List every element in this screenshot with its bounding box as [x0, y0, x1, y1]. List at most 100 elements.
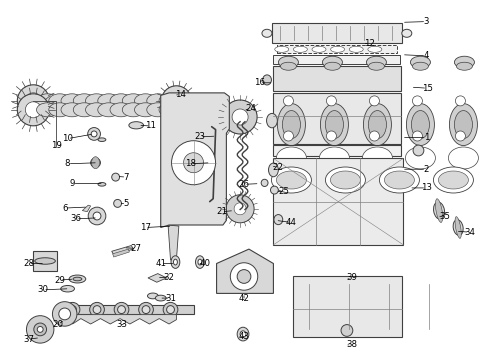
Ellipse shape — [270, 186, 278, 194]
Text: 41: 41 — [155, 259, 166, 268]
Text: 25: 25 — [279, 187, 290, 196]
Polygon shape — [212, 134, 220, 144]
Ellipse shape — [436, 199, 442, 222]
Text: 44: 44 — [286, 218, 297, 227]
Ellipse shape — [49, 94, 71, 108]
Ellipse shape — [61, 103, 83, 117]
Text: 24: 24 — [245, 104, 256, 112]
Text: 43: 43 — [239, 332, 249, 341]
Ellipse shape — [98, 138, 106, 141]
Text: 38: 38 — [346, 341, 357, 349]
Ellipse shape — [325, 167, 366, 193]
Text: 1: 1 — [423, 133, 429, 142]
Ellipse shape — [263, 75, 271, 85]
Ellipse shape — [402, 29, 412, 37]
Text: 26: 26 — [239, 180, 249, 189]
Ellipse shape — [92, 157, 99, 169]
Ellipse shape — [37, 94, 58, 108]
Bar — [273, 55, 400, 64]
Circle shape — [25, 93, 41, 109]
Ellipse shape — [363, 147, 392, 169]
Text: 23: 23 — [195, 132, 205, 141]
Text: 14: 14 — [175, 90, 186, 99]
Text: 18: 18 — [185, 159, 196, 168]
Ellipse shape — [275, 46, 289, 52]
Ellipse shape — [261, 179, 268, 186]
Polygon shape — [148, 274, 167, 282]
Text: 32: 32 — [164, 274, 174, 282]
Polygon shape — [73, 315, 176, 324]
Text: 31: 31 — [165, 294, 176, 302]
Ellipse shape — [122, 103, 144, 117]
Ellipse shape — [91, 158, 100, 167]
Text: 28: 28 — [23, 259, 34, 268]
Ellipse shape — [110, 94, 132, 108]
Circle shape — [230, 263, 258, 290]
Ellipse shape — [159, 103, 181, 117]
Circle shape — [455, 131, 466, 141]
Ellipse shape — [280, 62, 296, 70]
Polygon shape — [168, 225, 179, 260]
Text: 40: 40 — [199, 259, 210, 268]
Bar — [293, 276, 402, 337]
Text: 9: 9 — [70, 179, 75, 188]
Text: 20: 20 — [52, 320, 63, 329]
Text: 34: 34 — [464, 228, 475, 237]
Ellipse shape — [449, 104, 477, 145]
Ellipse shape — [434, 167, 473, 193]
Text: 6: 6 — [62, 204, 68, 212]
Text: 3: 3 — [423, 17, 429, 26]
Ellipse shape — [294, 46, 307, 52]
Ellipse shape — [269, 163, 278, 177]
Ellipse shape — [411, 56, 430, 68]
Ellipse shape — [274, 215, 283, 225]
Circle shape — [413, 96, 422, 106]
Ellipse shape — [147, 103, 169, 117]
Ellipse shape — [413, 145, 424, 156]
Ellipse shape — [98, 183, 106, 186]
Ellipse shape — [277, 104, 305, 145]
Text: 19: 19 — [51, 141, 62, 150]
Circle shape — [26, 316, 54, 343]
Ellipse shape — [364, 104, 392, 145]
Text: 11: 11 — [146, 122, 156, 130]
Circle shape — [223, 100, 257, 134]
Circle shape — [172, 141, 216, 185]
Circle shape — [455, 96, 466, 106]
Ellipse shape — [330, 171, 361, 189]
Ellipse shape — [98, 103, 120, 117]
Ellipse shape — [142, 306, 150, 314]
Ellipse shape — [349, 46, 363, 52]
Ellipse shape — [73, 277, 82, 281]
Circle shape — [234, 203, 246, 215]
Text: 30: 30 — [38, 285, 49, 294]
Circle shape — [161, 86, 192, 116]
Ellipse shape — [379, 167, 419, 193]
Text: 13: 13 — [421, 184, 432, 192]
Circle shape — [88, 127, 100, 140]
Circle shape — [170, 94, 183, 108]
Ellipse shape — [135, 103, 156, 117]
Ellipse shape — [367, 56, 387, 68]
Ellipse shape — [110, 103, 132, 117]
Ellipse shape — [439, 171, 468, 189]
Polygon shape — [113, 249, 129, 257]
Ellipse shape — [135, 94, 156, 108]
Bar — [273, 93, 401, 144]
Ellipse shape — [320, 104, 348, 145]
Text: 8: 8 — [65, 159, 71, 168]
Ellipse shape — [35, 258, 55, 264]
Ellipse shape — [368, 46, 382, 52]
Ellipse shape — [86, 94, 107, 108]
Text: 42: 42 — [239, 294, 249, 302]
Text: 36: 36 — [71, 214, 81, 223]
Bar — [33, 251, 57, 271]
Text: 21: 21 — [216, 207, 227, 216]
Ellipse shape — [456, 62, 472, 70]
Circle shape — [88, 207, 106, 225]
Circle shape — [369, 96, 379, 106]
Ellipse shape — [412, 111, 429, 139]
Text: 29: 29 — [54, 276, 65, 284]
Circle shape — [326, 131, 337, 141]
Circle shape — [25, 102, 41, 118]
